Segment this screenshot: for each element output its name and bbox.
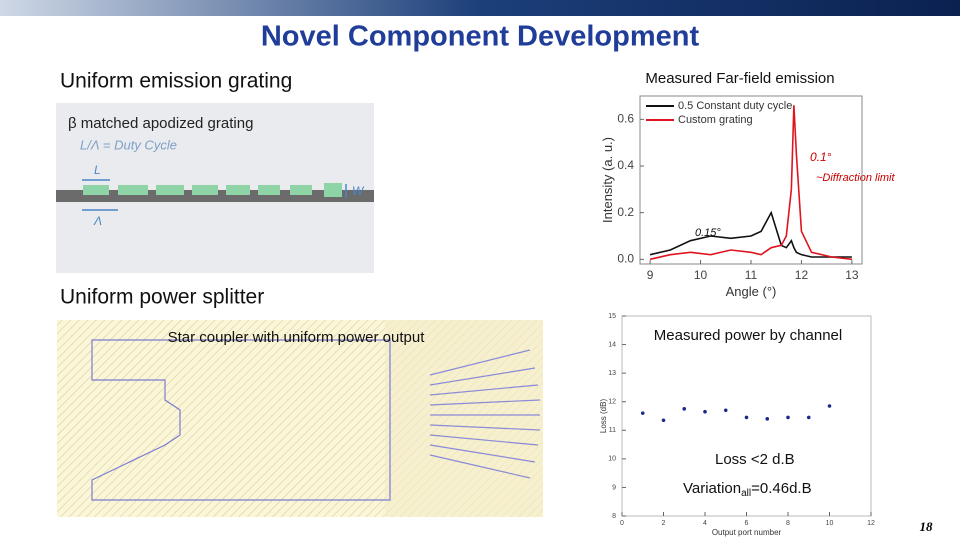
label: W — [352, 184, 365, 198]
y-tick-label: 10 — [608, 456, 616, 463]
point — [827, 404, 832, 408]
caption: Star coupler with uniform power output — [168, 329, 426, 346]
annotation: Loss <2 d.B — [715, 451, 795, 468]
legend-label: 0.5 Constant duty cycle — [678, 100, 792, 112]
header-bar — [0, 0, 960, 16]
x-tick-label: 10 — [826, 520, 834, 527]
coupler-outline — [91, 339, 391, 501]
y-tick-label: 0.6 — [617, 112, 634, 126]
series-line — [649, 210, 852, 258]
x-tick-label: 12 — [867, 520, 875, 527]
dimension-arrows — [82, 179, 347, 211]
x-tick-label: 2 — [662, 520, 666, 527]
label: L — [94, 163, 101, 177]
x-tick-label: 0 — [620, 520, 624, 527]
annotation: 0.1° — [810, 150, 832, 164]
chart-title: Measured Far-field emission — [645, 70, 834, 87]
x-tick-label: 11 — [745, 268, 758, 282]
x-tick-label: 13 — [845, 268, 859, 282]
annotation: ~Diffraction limit — [816, 172, 895, 184]
point — [744, 415, 749, 420]
x-tick-label: 9 — [647, 268, 654, 282]
caption: L/Λ = Duty Cycle — [80, 137, 177, 152]
y-tick-label: 14 — [608, 341, 616, 348]
x-tick-label: 12 — [795, 268, 809, 282]
point — [765, 417, 770, 421]
point — [723, 408, 728, 413]
x-tick-label: 8 — [786, 520, 790, 527]
y-tick-label: 0.0 — [617, 252, 634, 266]
series-line — [649, 105, 853, 261]
y-tick-label: 0.4 — [617, 158, 634, 172]
point — [640, 411, 645, 415]
y-tick-label: 11 — [609, 427, 616, 434]
annotation-part: =0.46d.B — [751, 480, 811, 497]
output-region — [385, 320, 543, 517]
section-heading: Uniform power splitter — [60, 286, 264, 309]
chart-title: Measured power by channel — [654, 327, 842, 344]
section-heading: Uniform emission grating — [60, 70, 292, 93]
label: Λ — [93, 214, 102, 228]
slide-title: Novel Component Development — [261, 21, 700, 53]
annotation-subscript: all — [741, 488, 751, 499]
page-number: 18 — [920, 519, 934, 534]
legend-label: Custom grating — [678, 114, 753, 126]
output-waveguides — [429, 349, 541, 479]
annotation-part: Variation — [683, 480, 741, 497]
grating-teeth — [83, 183, 342, 197]
x-axis-label: Output port number — [712, 528, 782, 537]
x-tick-label: 6 — [745, 520, 749, 527]
y-tick-label: 12 — [608, 399, 616, 406]
point — [661, 418, 666, 423]
y-axis-label: Intensity (a. u.) — [600, 137, 615, 223]
point — [786, 415, 790, 420]
point — [682, 407, 687, 411]
y-tick-label: 9 — [612, 484, 616, 491]
y-tick-label: 13 — [608, 370, 616, 377]
point — [703, 409, 707, 414]
point — [806, 415, 811, 420]
y-tick-label: 8 — [612, 513, 616, 520]
x-tick-label: 10 — [694, 268, 708, 282]
x-axis-label: Angle (°) — [726, 284, 777, 299]
x-tick-label: 4 — [703, 520, 707, 527]
y-axis-label: Loss (dB) — [599, 399, 608, 434]
caption: β matched apodized grating — [68, 115, 253, 132]
annotation: Variationall=0.46d.B — [683, 480, 812, 499]
y-tick-label: 15 — [608, 313, 616, 320]
y-tick-label: 0.2 — [617, 205, 634, 219]
